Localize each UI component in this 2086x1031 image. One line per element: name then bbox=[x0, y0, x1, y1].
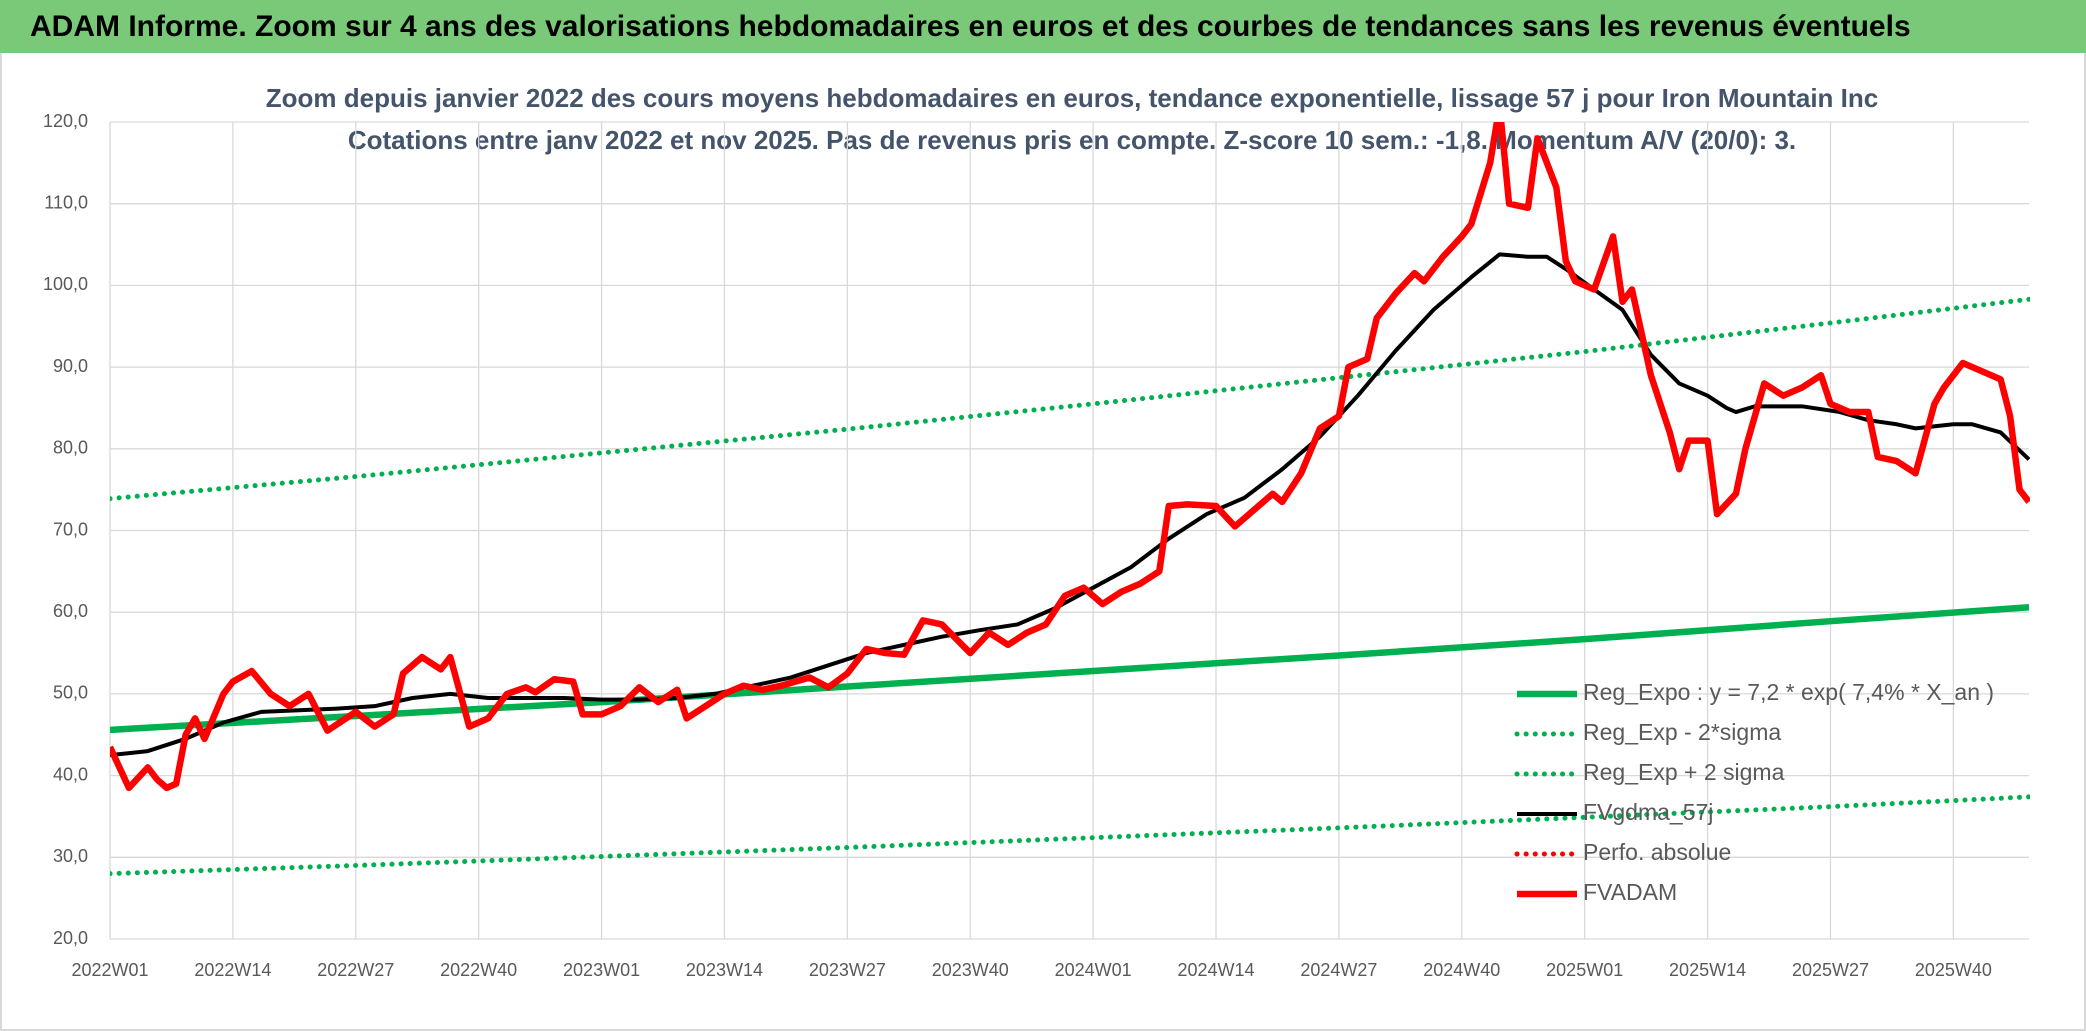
legend-label: Reg_Expo : y = 7,2 * exp( 7,4% * X_an ) bbox=[1583, 679, 1994, 705]
y-tick-label: 20,0 bbox=[53, 928, 88, 948]
series-line bbox=[110, 252, 2030, 758]
series-line bbox=[110, 794, 2030, 877]
chart-subtitle: Cotations entre janv 2022 et nov 2025. P… bbox=[348, 125, 1796, 155]
series-line bbox=[110, 296, 2030, 502]
y-tick-label: 30,0 bbox=[53, 846, 88, 866]
x-tick-label: 2024W27 bbox=[1300, 960, 1377, 980]
y-tick-label: 110,0 bbox=[44, 192, 88, 212]
x-tick-label: 2024W01 bbox=[1055, 960, 1132, 980]
x-tick-label: 2023W14 bbox=[686, 960, 763, 980]
x-tick-label: 2023W27 bbox=[809, 960, 886, 980]
x-tick-label: 2022W40 bbox=[440, 960, 517, 980]
legend-label: Perfo. absolue bbox=[1583, 839, 1731, 865]
y-tick-label: 80,0 bbox=[53, 438, 88, 458]
header-bar bbox=[0, 0, 2086, 53]
legend: Reg_Expo : y = 7,2 * exp( 7,4% * X_an ) R… bbox=[1514, 679, 1994, 905]
x-tick-label: 2024W40 bbox=[1423, 960, 1500, 980]
series-line bbox=[110, 604, 2030, 734]
grid: 20,0 30,0 40,0 50,0 60,0 70,0 80,0 90,0 100,0 110… bbox=[43, 111, 2029, 980]
legend-label: Reg_Exp + 2 sigma bbox=[1583, 759, 1785, 785]
legend-label: FVgdma_57j bbox=[1583, 799, 1713, 825]
plot-area bbox=[110, 122, 2030, 877]
x-tick-label: 2023W40 bbox=[932, 960, 1009, 980]
legend-label: FVADAM bbox=[1583, 879, 1677, 905]
y-tick-label: 120,0 bbox=[43, 111, 88, 131]
x-tick-label: 2025W01 bbox=[1546, 960, 1623, 980]
y-tick-label: 70,0 bbox=[53, 519, 88, 539]
series-line bbox=[110, 122, 2030, 792]
y-tick-label: 50,0 bbox=[53, 683, 88, 703]
y-tick-label: 90,0 bbox=[53, 356, 88, 376]
x-tick-label: 2025W27 bbox=[1792, 960, 1869, 980]
y-tick-label: 60,0 bbox=[53, 601, 88, 621]
header-title: ADAM Informe. Zoom sur 4 ans des valoris… bbox=[30, 10, 1911, 43]
x-tick-label: 2022W27 bbox=[317, 960, 394, 980]
x-tick-label: 2022W14 bbox=[194, 960, 271, 980]
legend-label: Reg_Exp - 2*sigma bbox=[1583, 719, 1781, 745]
x-tick-label: 2022W01 bbox=[71, 960, 148, 980]
x-tick-label: 2024W14 bbox=[1177, 960, 1254, 980]
x-tick-label: 2025W14 bbox=[1669, 960, 1746, 980]
y-tick-label: 100,0 bbox=[43, 274, 88, 294]
y-tick-label: 40,0 bbox=[53, 764, 88, 784]
x-tick-label: 2023W01 bbox=[563, 960, 640, 980]
chart-title: Zoom depuis janvier 2022 des cours moyen… bbox=[266, 83, 1878, 113]
x-tick-label: 2025W40 bbox=[1915, 960, 1992, 980]
